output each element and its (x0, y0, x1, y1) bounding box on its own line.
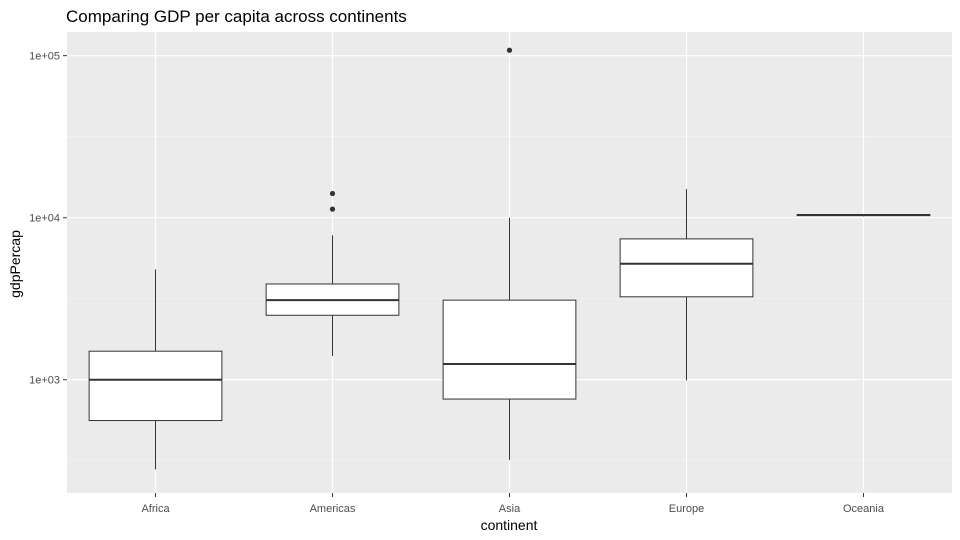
outlier-point (329, 190, 336, 197)
x-tick-label: Oceania (843, 503, 885, 515)
box-iqr (88, 350, 223, 422)
x-tick-label: Asia (499, 503, 521, 515)
x-tick-label: Americas (310, 503, 356, 515)
box-asia (442, 47, 577, 460)
y-tick-label: 1e+04 (29, 213, 60, 225)
y-tick-label: 1e+05 (29, 51, 60, 63)
box-africa (88, 269, 223, 470)
box-iqr (442, 299, 577, 400)
x-tick-label: Europe (669, 503, 704, 515)
box-europe (619, 189, 754, 381)
x-tick-label: Africa (141, 503, 170, 515)
x-axis: Africa Americas Asia Europe Oceania (141, 493, 885, 515)
chart-title: Comparing GDP per capita across continen… (66, 7, 407, 26)
x-axis-title: continent (481, 517, 538, 533)
outlier-point (329, 206, 336, 212)
y-axis: 1e+03 1e+04 1e+05 (29, 51, 67, 387)
box-oceania (796, 213, 931, 217)
outlier-point (506, 47, 513, 53)
box-iqr (619, 238, 754, 298)
box-americas (265, 190, 400, 357)
y-axis-title: gdpPercap (7, 230, 23, 298)
box-series (88, 47, 931, 470)
y-tick-label: 1e+03 (29, 375, 60, 387)
